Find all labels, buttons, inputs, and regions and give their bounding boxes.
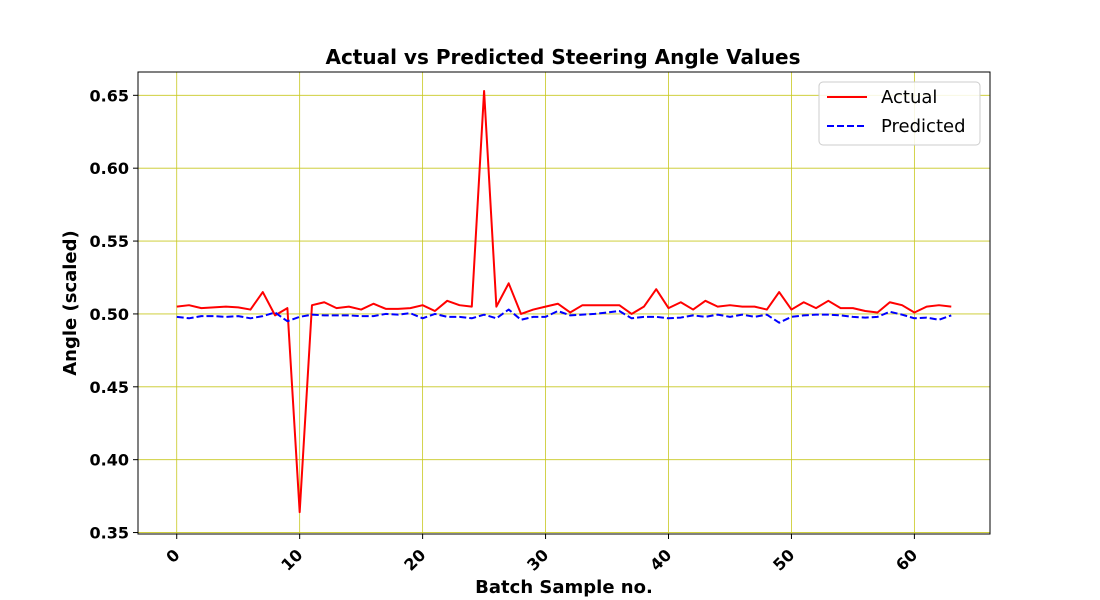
y-axis-ticks: 0.35 0.40 0.45 0.50 0.55 0.60 0.65 (90, 86, 138, 543)
y-tick-label: 0.40 (90, 451, 129, 470)
series-line-actual (176, 89, 952, 514)
y-tick-label: 0.65 (90, 86, 129, 105)
series-lines (176, 89, 952, 514)
legend-label-actual: Actual (881, 87, 937, 108)
y-tick-label: 0.60 (90, 159, 129, 178)
chart-title: Actual vs Predicted Steering Angle Value… (325, 45, 800, 69)
y-tick-label: 0.55 (90, 232, 129, 251)
series-line-predicted (176, 308, 952, 324)
x-axis-label: Batch Sample no. (475, 577, 653, 598)
plot-area-frame (137, 71, 991, 535)
legend-label-predicted: Predicted (881, 116, 966, 137)
y-tick-label: 0.45 (90, 378, 129, 397)
y-tick-label: 0.35 (90, 524, 129, 543)
legend: Actual Predicted (818, 81, 981, 146)
y-tick-label: 0.50 (90, 305, 129, 324)
y-axis-label: Angle (scaled) (60, 230, 81, 376)
